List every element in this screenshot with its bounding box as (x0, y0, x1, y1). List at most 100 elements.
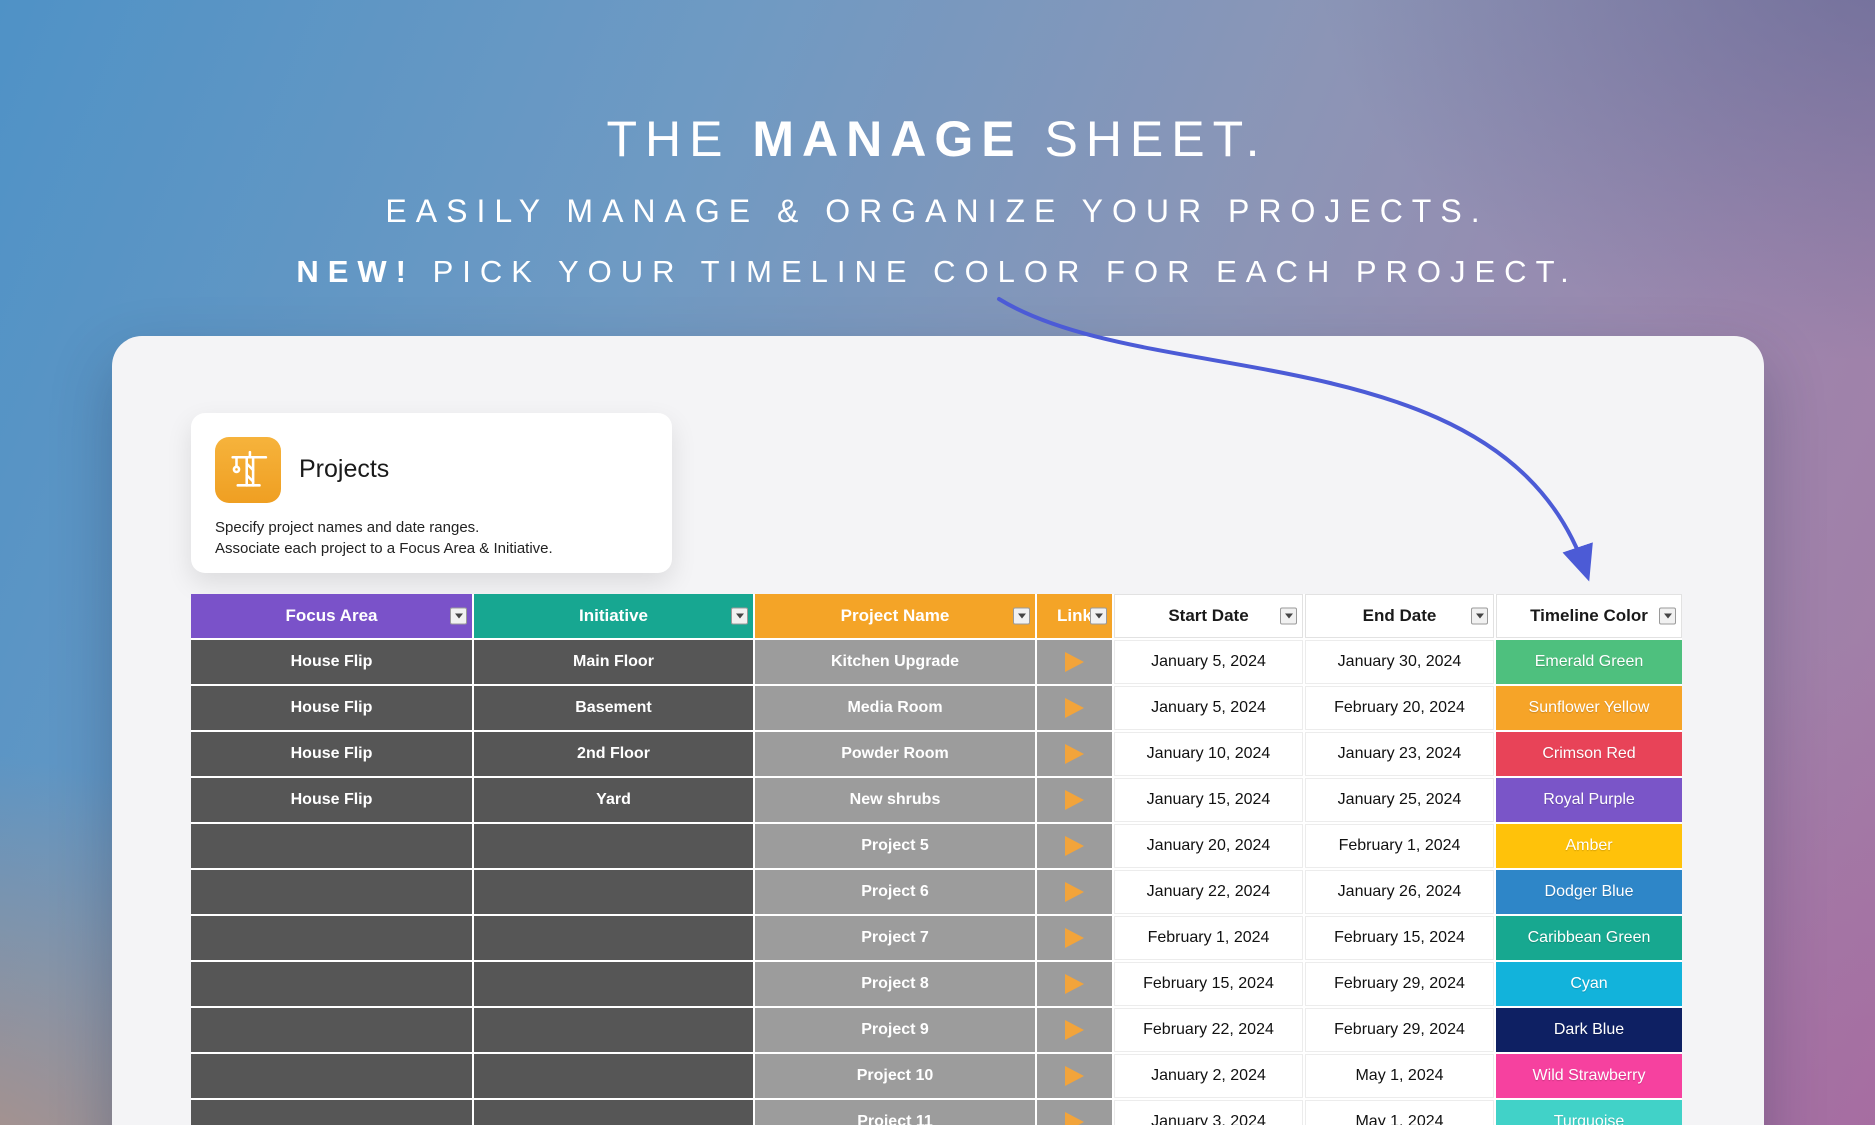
end-date-cell[interactable]: January 30, 2024 (1305, 640, 1494, 684)
start-date-cell[interactable]: February 22, 2024 (1114, 1008, 1303, 1052)
start-date-cell[interactable]: January 15, 2024 (1114, 778, 1303, 822)
filter-dropdown-button[interactable] (731, 607, 748, 625)
chevron-down-icon (454, 613, 463, 619)
project-name-cell[interactable]: Powder Room (755, 732, 1035, 776)
focus-area-cell[interactable] (191, 870, 472, 914)
focus-area-cell[interactable] (191, 1100, 472, 1125)
start-date-cell[interactable]: January 20, 2024 (1114, 824, 1303, 868)
link-button[interactable] (1037, 640, 1112, 684)
focus-area-cell[interactable]: House Flip (191, 686, 472, 730)
table-header-row: Focus Area Initiative Project Name Link … (191, 594, 1682, 638)
initiative-cell[interactable] (474, 824, 753, 868)
end-date-cell[interactable]: January 23, 2024 (1305, 732, 1494, 776)
initiative-cell[interactable] (474, 962, 753, 1006)
link-button[interactable] (1037, 1054, 1112, 1098)
project-name-cell[interactable]: Project 9 (755, 1008, 1035, 1052)
link-button[interactable] (1037, 1100, 1112, 1125)
table-row: Project 10 January 2, 2024 May 1, 2024 W… (191, 1054, 1682, 1098)
focus-area-cell[interactable] (191, 916, 472, 960)
link-button[interactable] (1037, 778, 1112, 822)
initiative-cell[interactable]: 2nd Floor (474, 732, 753, 776)
filter-dropdown-button[interactable] (450, 607, 467, 625)
project-name-cell[interactable]: Project 11 (755, 1100, 1035, 1125)
filter-dropdown-button[interactable] (1280, 607, 1297, 625)
link-arrow-icon (1065, 1066, 1084, 1086)
end-date-cell[interactable]: February 15, 2024 (1305, 916, 1494, 960)
end-date-cell[interactable]: February 20, 2024 (1305, 686, 1494, 730)
initiative-cell[interactable]: Yard (474, 778, 753, 822)
project-name-cell[interactable]: Project 5 (755, 824, 1035, 868)
project-name-cell[interactable]: Project 8 (755, 962, 1035, 1006)
link-button[interactable] (1037, 962, 1112, 1006)
initiative-cell[interactable]: Basement (474, 686, 753, 730)
timeline-color-cell[interactable]: Cyan (1496, 962, 1682, 1006)
initiative-cell[interactable] (474, 916, 753, 960)
start-date-cell[interactable]: January 5, 2024 (1114, 640, 1303, 684)
start-date-cell[interactable]: February 1, 2024 (1114, 916, 1303, 960)
timeline-color-cell[interactable]: Crimson Red (1496, 732, 1682, 776)
link-button[interactable] (1037, 686, 1112, 730)
initiative-cell[interactable]: Main Floor (474, 640, 753, 684)
card-description-line1: Specify project names and date ranges. (215, 519, 480, 536)
link-arrow-icon (1065, 882, 1084, 902)
projects-info-card: Projects Specify project names and date … (191, 413, 672, 573)
filter-dropdown-button[interactable] (1471, 607, 1488, 625)
project-name-cell[interactable]: Media Room (755, 686, 1035, 730)
filter-dropdown-button[interactable] (1090, 607, 1107, 625)
start-date-cell[interactable]: February 15, 2024 (1114, 962, 1303, 1006)
column-header-label: Focus Area (285, 606, 378, 625)
initiative-cell[interactable] (474, 1100, 753, 1125)
chevron-down-icon (735, 613, 744, 619)
focus-area-cell[interactable] (191, 1008, 472, 1052)
initiative-cell[interactable] (474, 1008, 753, 1052)
table-body: House Flip Main Floor Kitchen Upgrade Ja… (191, 640, 1682, 1125)
timeline-color-cell[interactable]: Amber (1496, 824, 1682, 868)
end-date-cell[interactable]: January 26, 2024 (1305, 870, 1494, 914)
link-button[interactable] (1037, 732, 1112, 776)
link-button[interactable] (1037, 824, 1112, 868)
link-button[interactable] (1037, 1008, 1112, 1052)
project-name-cell[interactable]: Kitchen Upgrade (755, 640, 1035, 684)
timeline-color-cell[interactable]: Dodger Blue (1496, 870, 1682, 914)
end-date-cell[interactable]: May 1, 2024 (1305, 1100, 1494, 1125)
end-date-cell[interactable]: February 29, 2024 (1305, 962, 1494, 1006)
focus-area-cell[interactable]: House Flip (191, 778, 472, 822)
project-name-cell[interactable]: Project 7 (755, 916, 1035, 960)
link-button[interactable] (1037, 916, 1112, 960)
timeline-color-cell[interactable]: Turquoise (1496, 1100, 1682, 1125)
timeline-color-cell[interactable]: Sunflower Yellow (1496, 686, 1682, 730)
initiative-cell[interactable] (474, 1054, 753, 1098)
link-arrow-icon (1065, 698, 1084, 718)
start-date-cell[interactable]: January 3, 2024 (1114, 1100, 1303, 1125)
end-date-cell[interactable]: May 1, 2024 (1305, 1054, 1494, 1098)
timeline-color-cell[interactable]: Caribbean Green (1496, 916, 1682, 960)
start-date-cell[interactable]: January 2, 2024 (1114, 1054, 1303, 1098)
timeline-color-cell[interactable]: Royal Purple (1496, 778, 1682, 822)
column-header-label: Project Name (840, 606, 950, 625)
end-date-cell[interactable]: January 25, 2024 (1305, 778, 1494, 822)
filter-dropdown-button[interactable] (1013, 607, 1030, 625)
link-button[interactable] (1037, 870, 1112, 914)
table-row: Project 11 January 3, 2024 May 1, 2024 T… (191, 1100, 1682, 1125)
timeline-color-cell[interactable]: Emerald Green (1496, 640, 1682, 684)
project-name-cell[interactable]: Project 6 (755, 870, 1035, 914)
column-header-focus-area: Focus Area (191, 594, 472, 638)
projects-table: Focus Area Initiative Project Name Link … (191, 594, 1682, 1125)
timeline-color-cell[interactable]: Wild Strawberry (1496, 1054, 1682, 1098)
focus-area-cell[interactable] (191, 962, 472, 1006)
project-name-cell[interactable]: New shrubs (755, 778, 1035, 822)
end-date-cell[interactable]: February 29, 2024 (1305, 1008, 1494, 1052)
initiative-cell[interactable] (474, 870, 753, 914)
focus-area-cell[interactable]: House Flip (191, 640, 472, 684)
end-date-cell[interactable]: February 1, 2024 (1305, 824, 1494, 868)
focus-area-cell[interactable] (191, 1054, 472, 1098)
project-name-cell[interactable]: Project 10 (755, 1054, 1035, 1098)
start-date-cell[interactable]: January 10, 2024 (1114, 732, 1303, 776)
focus-area-cell[interactable] (191, 824, 472, 868)
filter-dropdown-button[interactable] (1659, 607, 1676, 625)
timeline-color-cell[interactable]: Dark Blue (1496, 1008, 1682, 1052)
start-date-cell[interactable]: January 22, 2024 (1114, 870, 1303, 914)
column-header-label: Start Date (1168, 606, 1249, 625)
start-date-cell[interactable]: January 5, 2024 (1114, 686, 1303, 730)
focus-area-cell[interactable]: House Flip (191, 732, 472, 776)
